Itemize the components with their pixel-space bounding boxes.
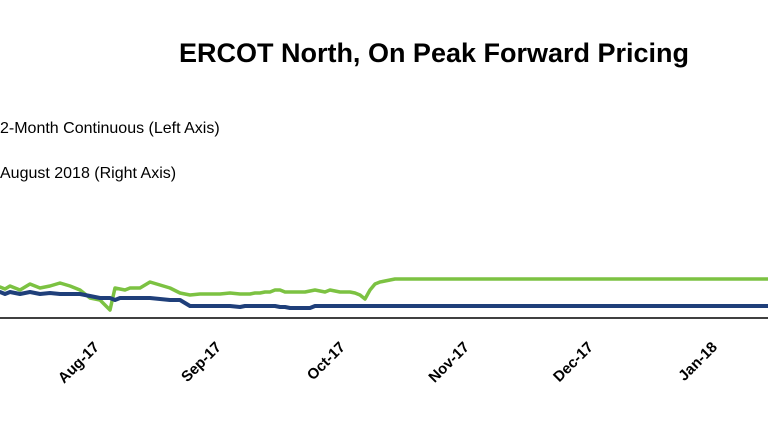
x-tick-label-0: Aug-17: [55, 339, 103, 387]
series-layer: [0, 277, 768, 312]
legend-entry-august-2018: August 2018 (Right Axis): [0, 165, 177, 182]
legend-entry-continuous: 2-Month Continuous (Left Axis): [0, 120, 220, 137]
x-tick-labels: Aug-17 Sep-17 Oct-17 Nov-17 Dec-17 Jan-18: [55, 339, 721, 387]
x-tick-label-5: Jan-18: [675, 339, 721, 385]
series-line-continuous: [0, 290, 768, 310]
x-tick-label-4: Dec-17: [550, 339, 597, 386]
x-tick-label-3: Nov-17: [425, 339, 472, 386]
x-tick-label-1: Sep-17: [178, 339, 225, 386]
chart-title: ERCOT North, On Peak Forward Pricing: [178, 38, 690, 68]
x-tick-label-2: Oct-17: [304, 339, 349, 384]
series-line-august-2018: [0, 277, 768, 312]
